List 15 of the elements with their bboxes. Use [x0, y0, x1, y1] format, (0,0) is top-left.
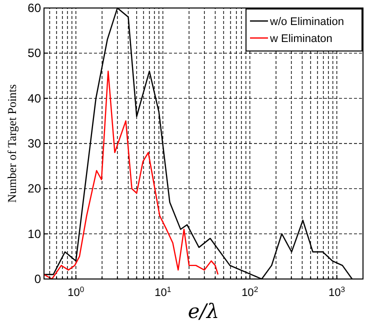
y-tick-label: 0: [34, 272, 42, 286]
y-tick-label: 50: [28, 46, 42, 60]
x-tick-label: 10$^{0}$: [68, 284, 84, 299]
x-tick-label: 10$^{2}$: [242, 284, 258, 299]
x-tick-label: 10$^{1}$: [154, 284, 172, 299]
legend-label: w/o Elimination: [269, 16, 344, 28]
y-axis-title: Number of Target Points: [5, 84, 19, 203]
y-tick-label: 20: [28, 182, 42, 196]
y-tick-label: 60: [28, 1, 42, 15]
y-tick-label: 30: [28, 136, 42, 150]
x-tick-label: 10$^{3}$: [328, 284, 346, 299]
legend-label: w Eliminaton: [269, 33, 332, 45]
y-tick-label: 10: [28, 226, 42, 241]
x-axis-title: e/λ: [188, 299, 220, 323]
y-tick-label: 40: [28, 91, 42, 106]
